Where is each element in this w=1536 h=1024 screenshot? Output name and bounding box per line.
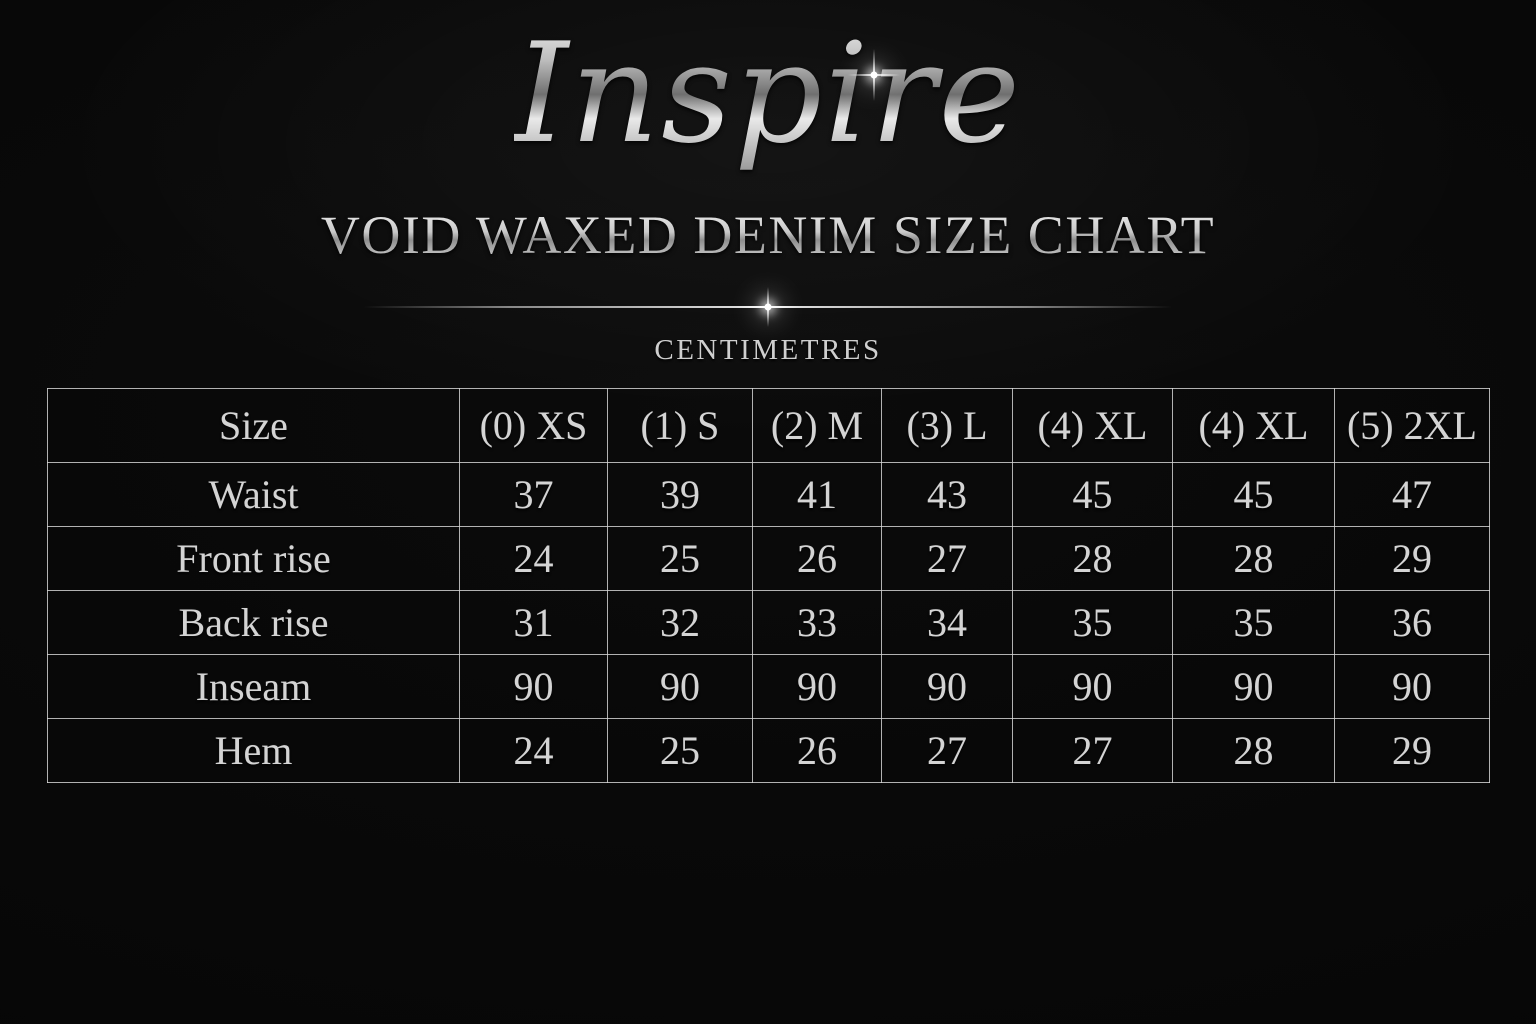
size-value-cell: 35: [1011, 590, 1174, 655]
size-value-cell: 26: [751, 718, 883, 783]
column-header: (5) 2XL: [1333, 388, 1491, 463]
size-value-cell: 90: [881, 654, 1013, 719]
size-value-cell: 45: [1172, 462, 1335, 527]
size-value-cell: 90: [1172, 654, 1335, 719]
column-header: (2) M: [751, 388, 883, 463]
page-title-container: VOID WAXED DENIM SIZE CHART: [0, 204, 1536, 266]
brand-logo: Inspire: [514, 8, 1022, 181]
size-value-cell: 27: [881, 718, 1013, 783]
size-value-cell: 25: [606, 526, 753, 591]
table-row-front-rise: Front rise 24 25 26 27 28 28 29: [47, 526, 1491, 591]
column-header: (4) XL: [1172, 388, 1335, 463]
size-value-cell: 24: [458, 718, 608, 783]
table-row-hem: Hem 24 25 26 27 27 28 29: [47, 718, 1491, 783]
row-label: Front rise: [47, 526, 460, 591]
table-row-inseam: Inseam 90 90 90 90 90 90 90: [47, 654, 1491, 719]
size-chart-table: Size (0) XS (1) S (2) M (3) L (4) XL (4)…: [47, 388, 1491, 783]
size-value-cell: 27: [1011, 718, 1174, 783]
divider: [364, 306, 1172, 308]
size-value-cell: 41: [751, 462, 883, 527]
size-value-cell: 90: [1011, 654, 1174, 719]
row-label: Waist: [47, 462, 460, 527]
size-value-cell: 33: [751, 590, 883, 655]
size-value-cell: 90: [606, 654, 753, 719]
column-header-size: Size: [47, 388, 460, 463]
size-value-cell: 37: [458, 462, 608, 527]
size-value-cell: 45: [1011, 462, 1174, 527]
row-label: Back rise: [47, 590, 460, 655]
size-value-cell: 36: [1333, 590, 1491, 655]
size-value-cell: 26: [751, 526, 883, 591]
units-label: CENTIMETRES: [654, 334, 882, 366]
size-value-cell: 43: [881, 462, 1013, 527]
size-value-cell: 32: [606, 590, 753, 655]
size-value-cell: 35: [1172, 590, 1335, 655]
size-value-cell: 29: [1333, 718, 1491, 783]
size-value-cell: 47: [1333, 462, 1491, 527]
size-value-cell: 28: [1011, 526, 1174, 591]
size-value-cell: 29: [1333, 526, 1491, 591]
size-value-cell: 24: [458, 526, 608, 591]
page-title: VOID WAXED DENIM SIZE CHART: [320, 205, 1216, 265]
size-value-cell: 90: [1333, 654, 1491, 719]
size-value-cell: 34: [881, 590, 1013, 655]
column-header: (0) XS: [458, 388, 608, 463]
size-value-cell: 28: [1172, 718, 1335, 783]
table-row-waist: Waist 37 39 41 43 45 45 47: [47, 462, 1491, 527]
size-value-cell: 25: [606, 718, 753, 783]
size-value-cell: 27: [881, 526, 1013, 591]
row-label: Inseam: [47, 654, 460, 719]
size-value-cell: 31: [458, 590, 608, 655]
units-label-container: CENTIMETRES: [0, 334, 1536, 367]
column-header: (3) L: [881, 388, 1013, 463]
table-row-back-rise: Back rise 31 32 33 34 35 35 36: [47, 590, 1491, 655]
brand-logo-container: Inspire: [0, 8, 1536, 181]
size-value-cell: 39: [606, 462, 753, 527]
row-label: Hem: [47, 718, 460, 783]
column-header: (4) XL: [1011, 388, 1174, 463]
header-row: Size (0) XS (1) S (2) M (3) L (4) XL (4)…: [47, 388, 1491, 463]
column-header: (1) S: [606, 388, 753, 463]
size-value-cell: 90: [458, 654, 608, 719]
size-value-cell: 90: [751, 654, 883, 719]
size-value-cell: 28: [1172, 526, 1335, 591]
